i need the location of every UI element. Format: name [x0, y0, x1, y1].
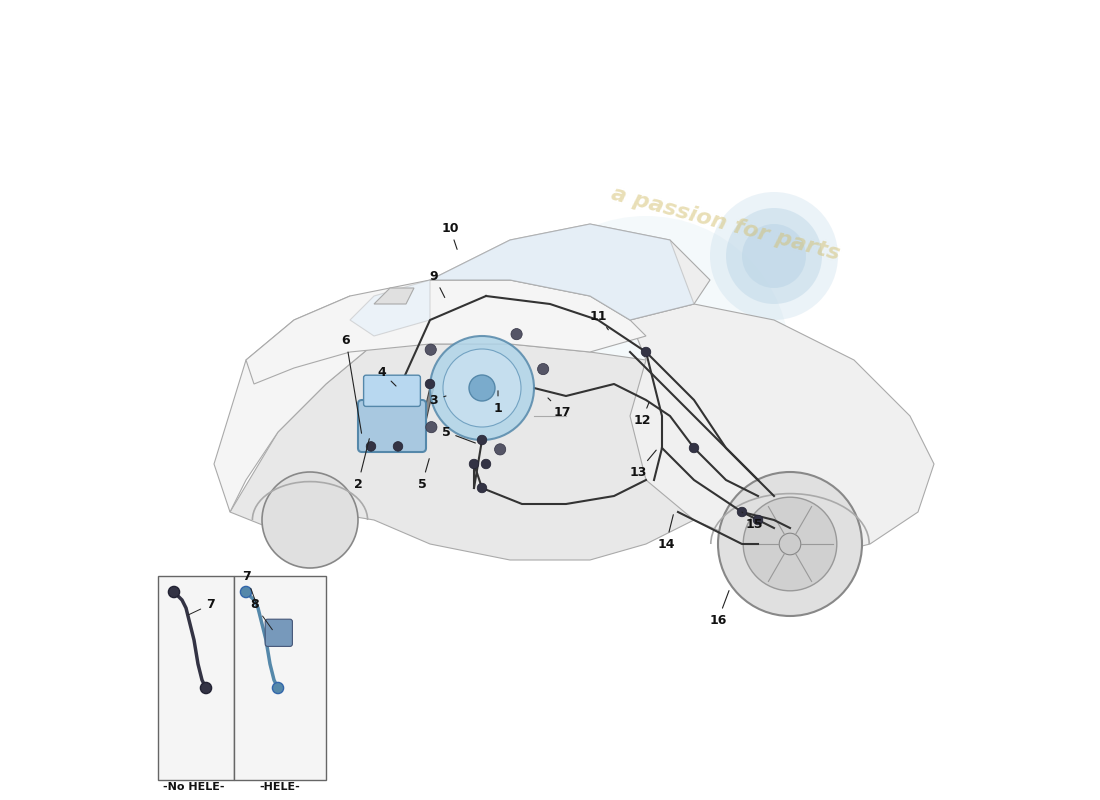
Text: 16: 16 — [710, 590, 729, 626]
FancyBboxPatch shape — [265, 619, 293, 646]
Text: 17: 17 — [548, 398, 571, 418]
Circle shape — [502, 216, 790, 504]
Text: 8: 8 — [250, 598, 273, 630]
Polygon shape — [246, 280, 646, 384]
Circle shape — [200, 682, 211, 694]
Circle shape — [726, 208, 822, 304]
Circle shape — [262, 472, 358, 568]
Circle shape — [779, 533, 801, 555]
Circle shape — [469, 375, 495, 401]
Circle shape — [744, 497, 837, 590]
Text: 4: 4 — [377, 366, 396, 386]
Text: 5: 5 — [441, 426, 475, 443]
Polygon shape — [374, 288, 414, 304]
Circle shape — [443, 349, 521, 427]
Text: a passion for parts: a passion for parts — [609, 184, 843, 264]
Text: 12: 12 — [634, 402, 651, 426]
FancyBboxPatch shape — [158, 576, 234, 780]
Text: 3: 3 — [430, 394, 446, 406]
Circle shape — [538, 363, 549, 374]
Circle shape — [273, 682, 284, 694]
Text: 11: 11 — [590, 310, 608, 330]
FancyBboxPatch shape — [364, 375, 420, 406]
Circle shape — [481, 459, 491, 469]
Circle shape — [366, 442, 376, 451]
Polygon shape — [214, 296, 374, 512]
FancyBboxPatch shape — [358, 400, 426, 452]
Circle shape — [168, 586, 179, 598]
Circle shape — [430, 336, 534, 440]
Circle shape — [477, 483, 487, 493]
Circle shape — [737, 507, 747, 517]
Circle shape — [754, 515, 762, 525]
Text: -No HELE-: -No HELE- — [163, 782, 224, 792]
Circle shape — [710, 192, 838, 320]
Text: 13: 13 — [629, 450, 657, 478]
Circle shape — [426, 422, 437, 433]
Polygon shape — [230, 344, 694, 560]
FancyBboxPatch shape — [234, 576, 326, 780]
Text: 15: 15 — [742, 512, 762, 530]
Circle shape — [690, 443, 698, 453]
Circle shape — [641, 347, 651, 357]
Circle shape — [495, 444, 506, 455]
Polygon shape — [630, 304, 934, 560]
Text: -HELE-: -HELE- — [260, 782, 300, 792]
Text: 7: 7 — [188, 598, 214, 615]
Text: 1: 1 — [494, 390, 503, 414]
Circle shape — [393, 442, 403, 451]
Circle shape — [477, 435, 487, 445]
Circle shape — [742, 224, 806, 288]
Text: 9: 9 — [430, 270, 444, 298]
Text: 2: 2 — [353, 438, 370, 490]
Text: 5: 5 — [418, 458, 429, 490]
Circle shape — [718, 472, 862, 616]
Circle shape — [241, 586, 252, 598]
Polygon shape — [350, 280, 430, 336]
Circle shape — [425, 344, 437, 355]
Polygon shape — [430, 224, 694, 320]
Circle shape — [426, 379, 434, 389]
Text: 10: 10 — [441, 222, 459, 250]
Text: 6: 6 — [342, 334, 362, 434]
Circle shape — [512, 329, 522, 340]
Text: 14: 14 — [658, 514, 674, 550]
Text: 7: 7 — [242, 570, 257, 606]
Polygon shape — [430, 224, 710, 320]
Circle shape — [470, 459, 478, 469]
